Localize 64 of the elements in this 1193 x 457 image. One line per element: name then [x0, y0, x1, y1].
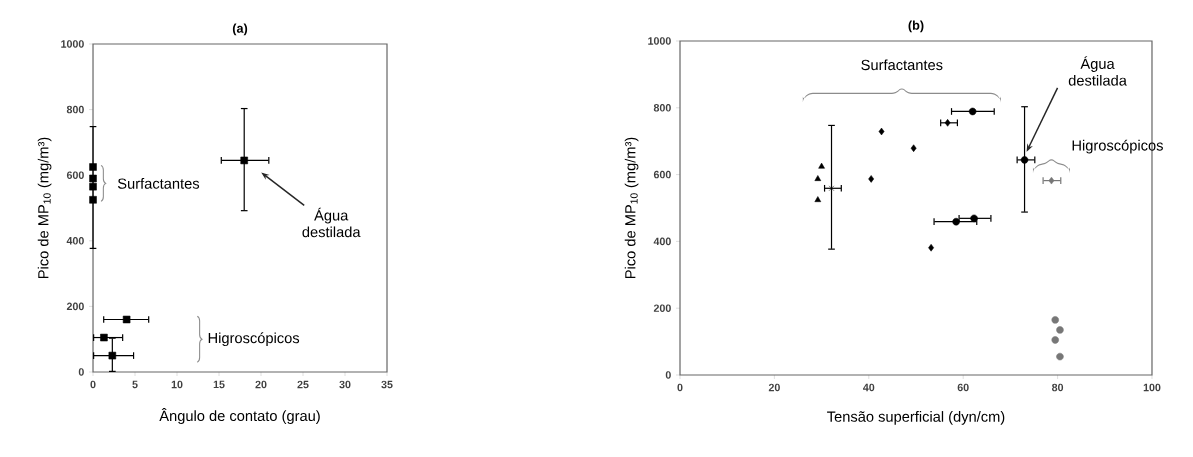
- y-axis-title: Pico de MP$_{10}$ (mg/m³): [37, 137, 52, 279]
- y-tick-label: 0: [78, 368, 84, 376]
- point: [814, 175, 822, 181]
- y-axis-title: Pico de MP$_{10}$ (mg/m³): [624, 137, 639, 279]
- chart-title: (a): [232, 23, 248, 36]
- point: [100, 333, 108, 342]
- point: [970, 214, 978, 223]
- x-tick-label: 5: [132, 380, 138, 389]
- x-tick-label: 20: [255, 380, 267, 389]
- x-tick-label: 10: [171, 380, 183, 389]
- x-tick-label: 40: [863, 383, 875, 392]
- point: [868, 175, 875, 183]
- x-tick-label: 20: [768, 383, 780, 392]
- chart-title: (b): [908, 20, 924, 33]
- y-tick-label: 600: [653, 170, 671, 179]
- point: [828, 185, 835, 192]
- point: [89, 182, 97, 191]
- point: [968, 107, 977, 116]
- x-axis-title: Tensão superficial (dyn/cm): [827, 411, 1005, 425]
- point: [1020, 156, 1029, 164]
- point: [944, 119, 951, 127]
- annotation: Higroscópicos: [1072, 139, 1163, 154]
- annotation: Surfactantes: [117, 178, 200, 189]
- point: [89, 174, 97, 183]
- y-tick-label: 600: [66, 171, 84, 179]
- y-tick-label: 1000: [648, 37, 671, 45]
- y-tick-label: 400: [653, 237, 671, 246]
- point: [240, 156, 248, 165]
- x-tick-label: 30: [339, 380, 351, 389]
- x-tick-label: 35: [381, 380, 393, 389]
- annotation: Água destilada: [1068, 56, 1127, 86]
- y-tick-label: 200: [66, 302, 84, 311]
- point: [1048, 176, 1055, 185]
- y-tick-label: 800: [653, 104, 671, 112]
- y-tick-label: 800: [66, 105, 84, 114]
- x-tick-label: 0: [90, 380, 96, 389]
- x-tick-label: 60: [957, 383, 969, 392]
- y-tick-label: 200: [653, 304, 671, 312]
- point: [814, 196, 822, 202]
- x-tick-label: 25: [297, 380, 309, 389]
- y-tick-label: 0: [665, 371, 671, 379]
- x-tick-label: 0: [677, 383, 683, 392]
- x-tick-label: 100: [1143, 383, 1161, 392]
- annotation: Higroscópicos: [208, 332, 300, 347]
- point: [89, 196, 97, 204]
- y-tick-label: 400: [66, 237, 84, 245]
- point: [89, 163, 97, 171]
- y-tick-label: 1000: [61, 40, 84, 48]
- point: [878, 127, 885, 136]
- point: [1056, 352, 1064, 361]
- annotation: Surfactantes: [861, 59, 943, 71]
- point: [910, 144, 917, 152]
- point: [1051, 336, 1059, 344]
- point: [1051, 316, 1059, 324]
- point: [1056, 326, 1064, 334]
- annotation: Água destilada: [302, 207, 361, 238]
- x-axis-title: Ângulo de contato (grau): [159, 408, 320, 424]
- x-tick-label: 15: [213, 380, 225, 389]
- point: [928, 244, 934, 252]
- point: [122, 315, 131, 324]
- point: [818, 162, 825, 169]
- point: [952, 217, 960, 226]
- point: [108, 351, 117, 360]
- x-tick-label: 80: [1052, 383, 1064, 392]
